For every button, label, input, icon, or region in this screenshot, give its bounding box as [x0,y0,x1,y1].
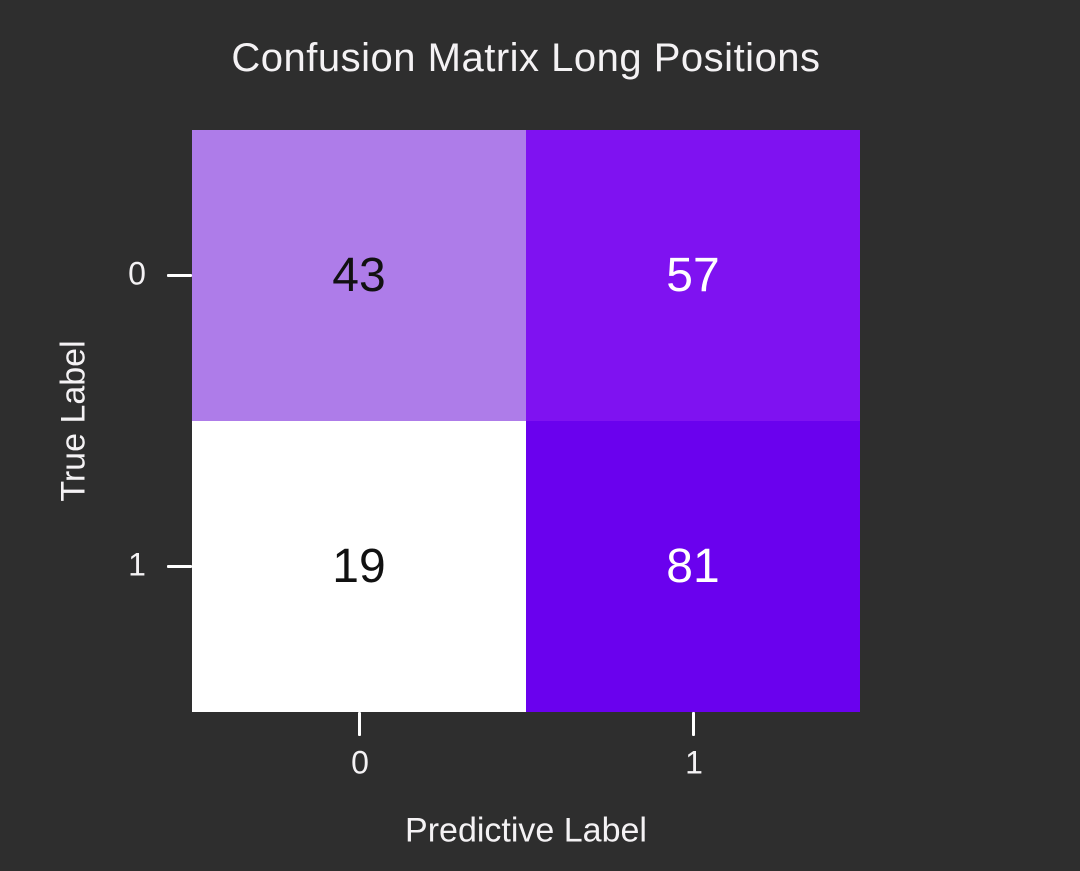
chart-title: Confusion Matrix Long Positions [231,36,821,80]
heatmap-cell-true0-pred0: 43 [192,130,526,421]
y-tick-label-0: 0 [128,255,146,292]
heatmap-cell-true0-pred1: 57 [526,130,860,421]
x-tick-mark-0 [358,712,361,736]
heatmap-plot-area: 43 57 19 81 [192,130,860,712]
x-tick-label-1: 1 [685,744,703,781]
y-tick-label-1: 1 [128,546,146,583]
x-tick-label-0: 0 [351,744,369,781]
x-tick-mark-1 [692,712,695,736]
heatmap-cell-true1-pred1: 81 [526,421,860,712]
y-tick-mark-0 [167,274,192,277]
x-axis-label: Predictive Label [405,811,647,850]
y-tick-mark-1 [167,565,192,568]
heatmap-cell-true1-pred0: 19 [192,421,526,712]
y-axis-label: True Label [54,340,93,502]
